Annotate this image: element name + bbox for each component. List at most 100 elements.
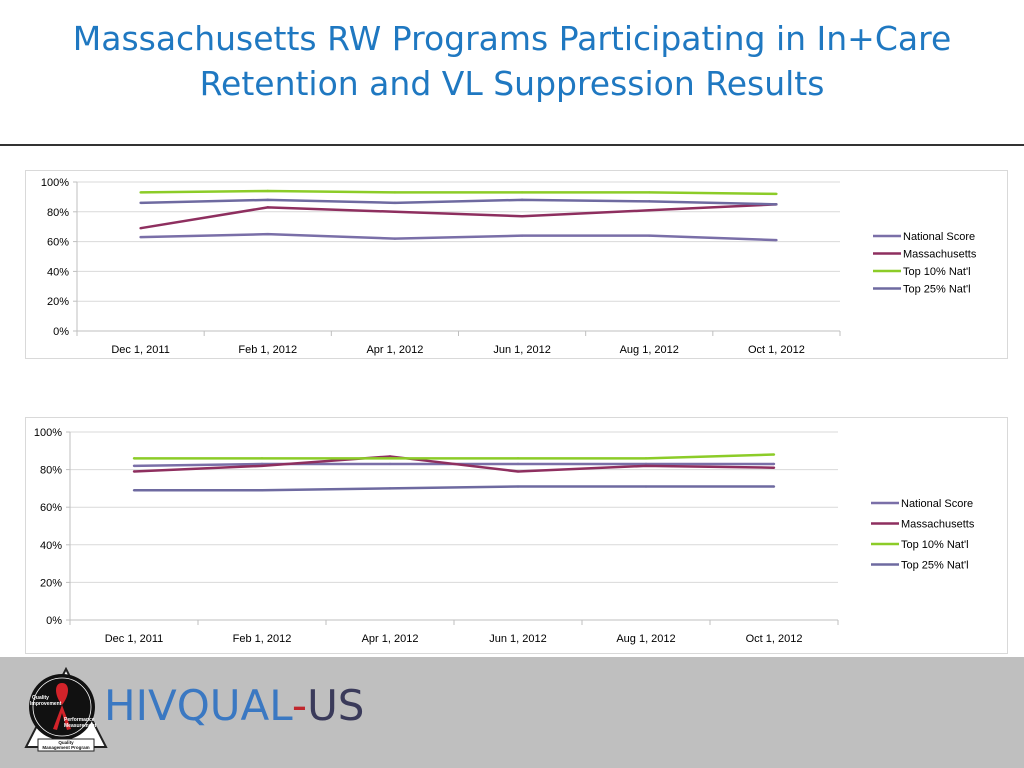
- x-tick-label: Feb 1, 2012: [233, 633, 292, 645]
- data-point: [648, 234, 651, 237]
- data-point: [393, 210, 397, 213]
- seal-text-2: Improvement: [30, 701, 62, 707]
- retention-chart-svg: 0% 20% 40% 60% 80% 100% Dec 1, 2011 Feb 1, 2012…: [25, 170, 1008, 359]
- x-tick-label: Apr 1, 2012: [362, 633, 419, 645]
- seal-ring: [32, 677, 92, 737]
- x-tick-label: Feb 1, 2012: [238, 344, 297, 356]
- title-line-2: Retention and VL Suppression Results: [199, 64, 825, 103]
- x-tick-label: Jun 1, 2012: [493, 344, 551, 356]
- legend-label: Top 25% Nat'l: [901, 560, 969, 572]
- data-point: [388, 462, 392, 466]
- data-point: [132, 489, 136, 492]
- y-tick-label: 100%: [34, 427, 62, 439]
- series-line-national-score: [140, 232, 777, 242]
- data-point: [772, 462, 776, 466]
- data-point: [520, 198, 524, 202]
- data-point: [132, 470, 136, 473]
- data-point: [266, 206, 269, 209]
- y-tick-label: 100%: [41, 177, 69, 189]
- x-tick-label: Apr 1, 2012: [366, 344, 423, 356]
- data-point: [516, 457, 520, 460]
- y-tick-label: 80%: [47, 207, 69, 219]
- seal-text-1: Quality: [32, 695, 49, 701]
- series-line-massachusetts: [140, 203, 777, 230]
- series-line-massachusetts: [133, 455, 775, 473]
- data-point: [266, 232, 269, 236]
- data-point: [516, 470, 520, 473]
- data-point: [772, 466, 776, 469]
- x-tick-label: Dec 1, 2011: [111, 344, 170, 356]
- retention-chart: 0% 20% 40% 60% 80% 100% Dec 1, 2011 Feb 1, 2012…: [25, 170, 1008, 359]
- data-point: [644, 464, 648, 468]
- chart-border: [25, 170, 1008, 359]
- x-tick-label: Dec 1, 2011: [105, 633, 164, 645]
- title-line-1: Massachusetts RW Programs Participating …: [72, 19, 952, 58]
- data-point: [139, 201, 142, 205]
- red-ribbon-icon: [53, 683, 71, 730]
- seal-text-3: Performance: [64, 717, 95, 723]
- y-tick-label: 20%: [40, 577, 62, 589]
- x-tick-label: Jun 1, 2012: [489, 633, 547, 645]
- x-tick-label: Aug 1, 2012: [616, 633, 675, 645]
- chart-border: [25, 417, 1008, 654]
- data-point: [644, 457, 648, 460]
- series-line-top-10-nat-l: [140, 189, 777, 196]
- seal-text-6: Management Program: [42, 745, 89, 750]
- vl-suppression-chart-svg: 0% 20% 40% 60% 80% 100% Dec 1, 2011 Feb 1, 2012…: [25, 417, 1008, 654]
- y-tick-label: 60%: [47, 237, 69, 249]
- hivqual-us-wordmark: HIVQUAL-US: [104, 681, 364, 731]
- legend-label: Top 10% Nat'l: [903, 266, 971, 278]
- x-tick-label: Oct 1, 2012: [748, 344, 805, 356]
- data-point: [520, 215, 524, 218]
- y-tick-label: 20%: [47, 296, 69, 308]
- y-tick-label: 0%: [53, 326, 69, 338]
- slide-title: Massachusetts RW Programs Participating …: [0, 16, 1024, 106]
- series-line-top-25-nat-l: [134, 485, 774, 492]
- wordmark-hivqual: HIVQUAL: [104, 681, 292, 730]
- title-divider: [0, 144, 1024, 146]
- data-point: [388, 487, 392, 490]
- data-point: [644, 485, 648, 488]
- data-point: [775, 192, 778, 196]
- legend-label: Top 10% Nat'l: [901, 539, 969, 551]
- x-tick-label: Aug 1, 2012: [620, 344, 679, 356]
- wordmark-dash: -: [291, 681, 308, 730]
- data-point: [772, 485, 776, 488]
- seal-text-5: Quality: [58, 740, 74, 745]
- vl-suppression-chart: 0% 20% 40% 60% 80% 100% Dec 1, 2011 Feb 1, 2012…: [25, 417, 1008, 654]
- legend-label: Top 25% Nat'l: [903, 284, 971, 296]
- data-point: [388, 455, 392, 458]
- data-point: [516, 485, 520, 488]
- y-tick-label: 60%: [40, 502, 62, 514]
- data-point: [388, 457, 392, 460]
- data-point: [393, 201, 397, 205]
- data-point: [775, 203, 778, 206]
- series-line-top-10-nat-l: [134, 453, 775, 460]
- data-point: [139, 226, 142, 230]
- data-point: [520, 234, 524, 237]
- data-point: [139, 191, 142, 194]
- data-point: [520, 191, 524, 194]
- data-point: [132, 457, 136, 460]
- data-point: [772, 453, 776, 456]
- legend-label: Massachusetts: [903, 249, 977, 261]
- legend-label: National Score: [903, 231, 975, 243]
- data-point: [775, 238, 778, 242]
- data-point: [260, 464, 264, 468]
- data-point: [648, 209, 651, 212]
- y-tick-label: 0%: [46, 615, 62, 627]
- data-point: [266, 198, 269, 202]
- data-point: [648, 191, 651, 194]
- data-point: [644, 462, 648, 466]
- data-point: [260, 489, 264, 492]
- data-point: [516, 462, 520, 466]
- data-point: [393, 237, 397, 240]
- data-point: [260, 457, 264, 460]
- data-point: [139, 235, 142, 239]
- footer-bar: Quality Improvement Performance Measurem…: [0, 657, 1024, 768]
- y-tick-label: 80%: [40, 465, 62, 477]
- legend-label: National Score: [901, 498, 973, 510]
- x-tick-label: Oct 1, 2012: [746, 633, 803, 645]
- data-point: [648, 200, 651, 203]
- series-line-top-25-nat-l: [140, 198, 777, 206]
